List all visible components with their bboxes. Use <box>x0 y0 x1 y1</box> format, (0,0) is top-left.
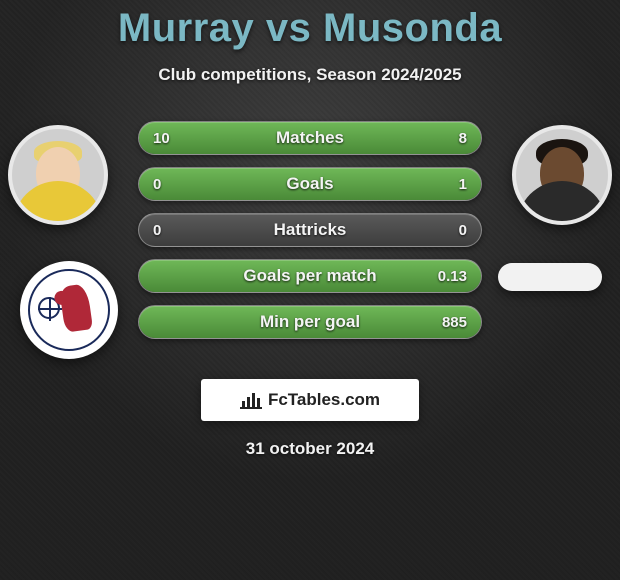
stat-label: Goals per match <box>139 260 481 292</box>
stat-row-hattricks: Hattricks0 0 <box>138 213 482 247</box>
stat-row-goals-per-match: Goals per match0.13 <box>138 259 482 293</box>
stat-label: Goals <box>139 168 481 200</box>
club-crest-left <box>20 261 118 359</box>
stat-value-left: 0 <box>153 168 161 200</box>
stat-value-left: 10 <box>153 122 170 154</box>
page-title: Murray vs Musonda <box>0 0 620 51</box>
stat-value-right: 885 <box>442 306 467 338</box>
stat-value-right: 0 <box>459 214 467 246</box>
stat-row-min-per-goal: Min per goal885 <box>138 305 482 339</box>
player-left-avatar <box>8 125 108 225</box>
subtitle: Club competitions, Season 2024/2025 <box>0 65 620 85</box>
stat-row-goals: Goals0 1 <box>138 167 482 201</box>
brand-badge: FcTables.com <box>201 379 419 421</box>
stat-value-right: 0.13 <box>438 260 467 292</box>
stat-value-left: 0 <box>153 214 161 246</box>
player-right-avatar <box>512 125 612 225</box>
date-label: 31 october 2024 <box>0 439 620 459</box>
brand-text: FcTables.com <box>268 390 380 410</box>
stat-label: Matches <box>139 122 481 154</box>
stat-value-right: 1 <box>459 168 467 200</box>
stat-label: Min per goal <box>139 306 481 338</box>
comparison-stage: Matches108Goals01Hattricks00Goals per ma… <box>0 113 620 363</box>
bar-chart-icon <box>240 391 262 409</box>
club-badge-right <box>498 263 602 291</box>
stat-row-matches: Matches10 8 <box>138 121 482 155</box>
stat-value-right: 8 <box>459 122 467 154</box>
stats-bars: Matches108Goals01Hattricks00Goals per ma… <box>138 121 482 351</box>
stat-label: Hattricks <box>139 214 481 246</box>
